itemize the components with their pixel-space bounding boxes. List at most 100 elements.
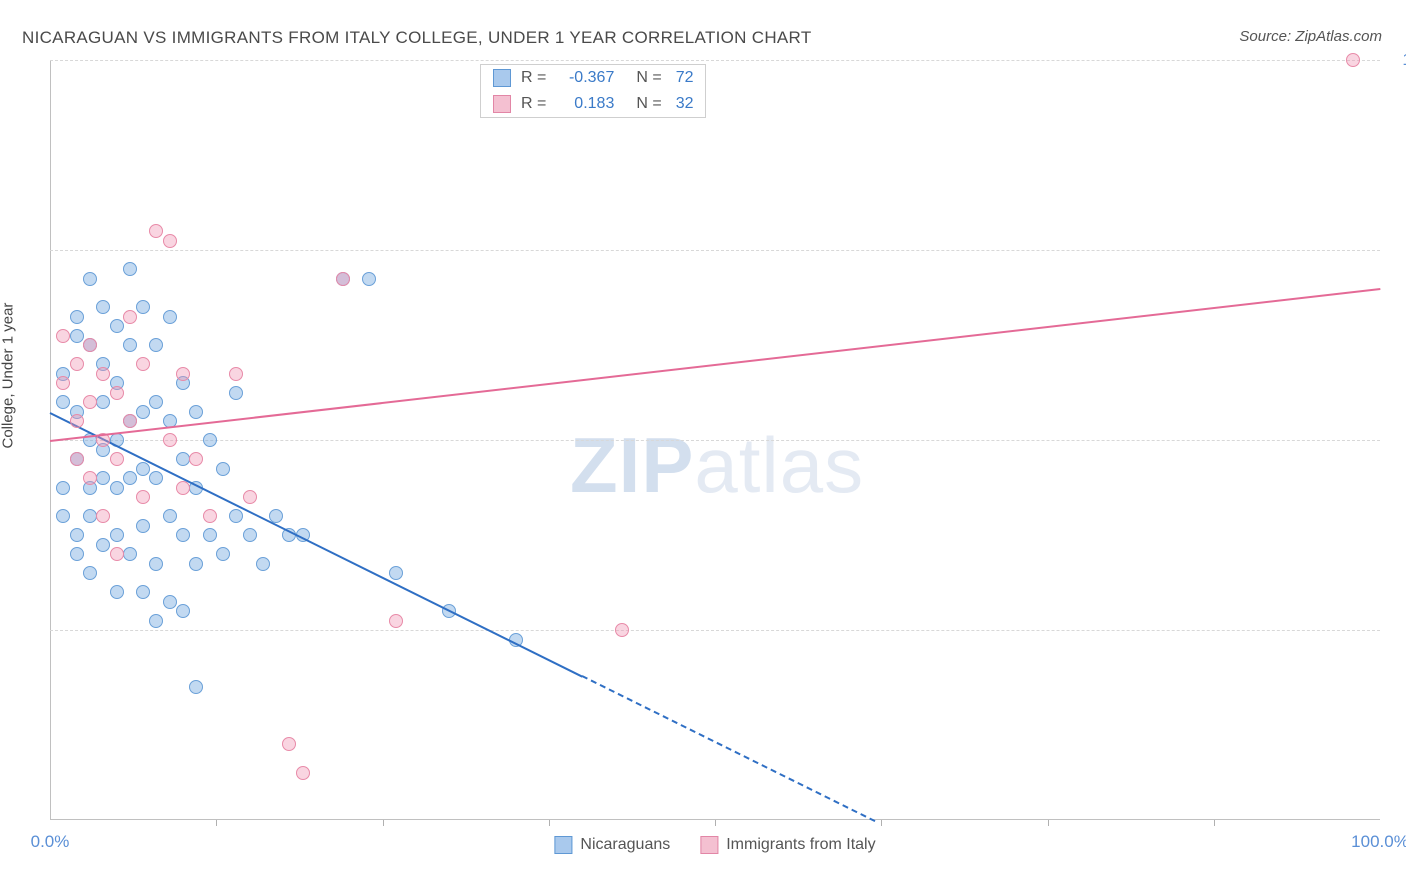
data-point [56,329,70,343]
trend-line [582,675,875,822]
x-tick-mark [549,820,550,826]
data-point [123,547,137,561]
y-axis-label: College, Under 1 year [0,303,17,449]
grid-line-horizontal [50,250,1380,251]
n-label: N = [636,69,661,87]
stats-legend-row: R =0.183N =32 [481,91,705,117]
source-attribution: Source: ZipAtlas.com [1239,28,1382,45]
x-tick-label: 0.0% [31,832,70,852]
data-point [176,528,190,542]
data-point [56,376,70,390]
data-point [136,585,150,599]
data-point [362,272,376,286]
data-point [296,766,310,780]
data-point [110,452,124,466]
data-point [136,357,150,371]
data-point [136,519,150,533]
data-point [110,585,124,599]
x-tick-mark [715,820,716,826]
scatter-plot-area: ZIPatlas R =-0.367N =72R =0.183N =32 Nic… [50,60,1380,820]
data-point [176,367,190,381]
legend-swatch [493,69,511,87]
data-point [70,310,84,324]
trend-line [50,412,583,677]
data-point [203,509,217,523]
data-point [70,547,84,561]
grid-line-horizontal [50,60,1380,61]
data-point [389,566,403,580]
data-point [70,452,84,466]
data-point [70,357,84,371]
data-point [216,462,230,476]
data-point [136,405,150,419]
data-point [96,300,110,314]
data-point [163,595,177,609]
watermark: ZIPatlas [570,420,864,511]
watermark-rest: atlas [694,421,864,509]
data-point [229,509,243,523]
grid-line-horizontal [50,630,1380,631]
legend-item: Nicaraguans [554,836,670,854]
stats-legend-row: R = -0.367 N = 72 [481,65,705,91]
legend-swatch [700,836,718,854]
x-tick-mark [1214,820,1215,826]
data-point [149,557,163,571]
legend-swatch [554,836,572,854]
data-point [282,737,296,751]
n-value: 72 [676,69,694,87]
data-point [83,566,97,580]
stats-legend-box: R =-0.367N =72R =0.183N =32 [480,64,706,118]
watermark-bold: ZIP [570,421,694,509]
data-point [110,386,124,400]
data-point [83,272,97,286]
r-label: R = [521,95,546,113]
series-legend: NicaraguansImmigrants from Italy [554,836,875,854]
data-point [96,509,110,523]
data-point [123,338,137,352]
data-point [189,452,203,466]
source-prefix: Source: [1239,28,1295,45]
data-point [203,433,217,447]
data-point [149,224,163,238]
x-tick-mark [383,820,384,826]
data-point [229,367,243,381]
legend-label: Nicaraguans [580,836,670,854]
data-point [110,319,124,333]
data-point [110,481,124,495]
data-point [336,272,350,286]
data-point [136,462,150,476]
data-point [56,395,70,409]
grid-line-horizontal [50,440,1380,441]
data-point [243,528,257,542]
data-point [189,680,203,694]
data-point [83,338,97,352]
data-point [83,509,97,523]
x-tick-mark [216,820,217,826]
r-label: R = [521,69,546,87]
data-point [96,395,110,409]
data-point [163,433,177,447]
data-point [256,557,270,571]
trend-line [50,288,1380,442]
data-point [216,547,230,561]
data-point [203,528,217,542]
data-point [110,528,124,542]
data-point [243,490,257,504]
data-point [123,414,137,428]
data-point [1346,53,1360,67]
r-value: 0.183 [560,95,614,113]
legend-swatch [493,95,511,113]
data-point [123,310,137,324]
data-point [83,471,97,485]
data-point [136,490,150,504]
data-point [149,614,163,628]
r-value: -0.367 [560,69,614,87]
data-point [56,509,70,523]
x-tick-mark [1048,820,1049,826]
data-point [70,329,84,343]
data-point [176,604,190,618]
x-tick-mark [881,820,882,826]
data-point [70,414,84,428]
data-point [149,471,163,485]
data-point [615,623,629,637]
